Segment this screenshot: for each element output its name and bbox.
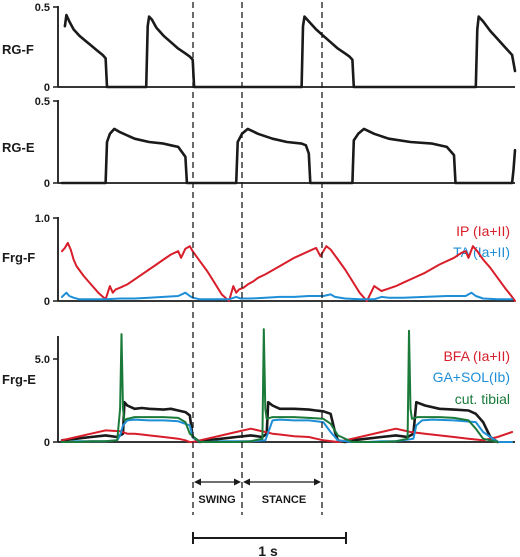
legend-ip: IP (Ia+II) — [456, 223, 510, 239]
ytick-label-rg-f-zero: 0 — [44, 82, 50, 94]
panel-frg-f: Frg-F 1.0 0 IP (Ia+II) TA (Ia+II) — [2, 213, 516, 308]
ytick-label-rg-e-top: 0.5 — [35, 96, 50, 108]
scale-bar: 1 s — [192, 532, 347, 557]
panel-frg-e: Frg-E 5.0 0 BFA (Ia+II) GA+SOL(Ib) cut. … — [2, 328, 515, 449]
swing-label: SWING — [198, 494, 235, 506]
panel-rg-e: RG-E 0.5 0 — [2, 96, 517, 190]
series-rg-e-trace-black — [60, 127, 517, 185]
swing-arrowhead-right — [234, 478, 241, 486]
series-frg-e-trace-black — [60, 400, 499, 444]
ytick-label-frg-f-top: 1.0 — [35, 213, 50, 225]
ylabel-frg-e: Frg-E — [2, 372, 36, 387]
legend-cut-tibial: cut. tibial — [455, 391, 510, 407]
traces-frg-e — [60, 328, 514, 444]
ytick-label-frg-e-zero: 0 — [44, 437, 50, 449]
ytick-label-rg-e-zero: 0 — [44, 178, 50, 190]
series-rg-f-trace-black — [63, 13, 517, 89]
ytick-label-frg-e-top: 5.0 — [35, 354, 50, 366]
panel-rg-f: RG-F 0.5 0 — [2, 2, 517, 94]
series-frg-e-ga-sol-ib — [61, 418, 514, 443]
series-frg-e-cut-tibial — [61, 328, 499, 443]
traces-rg-e — [60, 127, 517, 185]
swing-arrowhead-left — [194, 478, 201, 486]
stance-arrowhead-right — [314, 478, 321, 486]
stance-arrowhead-left — [243, 478, 250, 486]
legend-ga-sol: GA+SOL(Ib) — [433, 369, 510, 385]
ylabel-rg-f: RG-F — [2, 42, 34, 57]
ytick-label-rg-f-top: 0.5 — [35, 2, 50, 14]
ytick-label-frg-f-zero: 0 — [44, 296, 50, 308]
legend-bfa: BFA (Ia+II) — [443, 348, 510, 364]
ylabel-rg-e: RG-E — [2, 140, 35, 155]
series-frg-e-bfa-ia-ii — [61, 427, 514, 443]
traces-frg-f — [61, 241, 516, 302]
stance-label: STANCE — [262, 494, 306, 506]
scale-bar-label: 1 s — [258, 543, 278, 557]
phase-markers: SWING STANCE — [192, 2, 323, 515]
series-frg-f-ip-ia-ii — [61, 241, 516, 302]
ylabel-frg-f: Frg-F — [2, 250, 35, 265]
traces-rg-f — [63, 13, 517, 89]
series-frg-f-ta-ia-ii — [61, 291, 514, 301]
